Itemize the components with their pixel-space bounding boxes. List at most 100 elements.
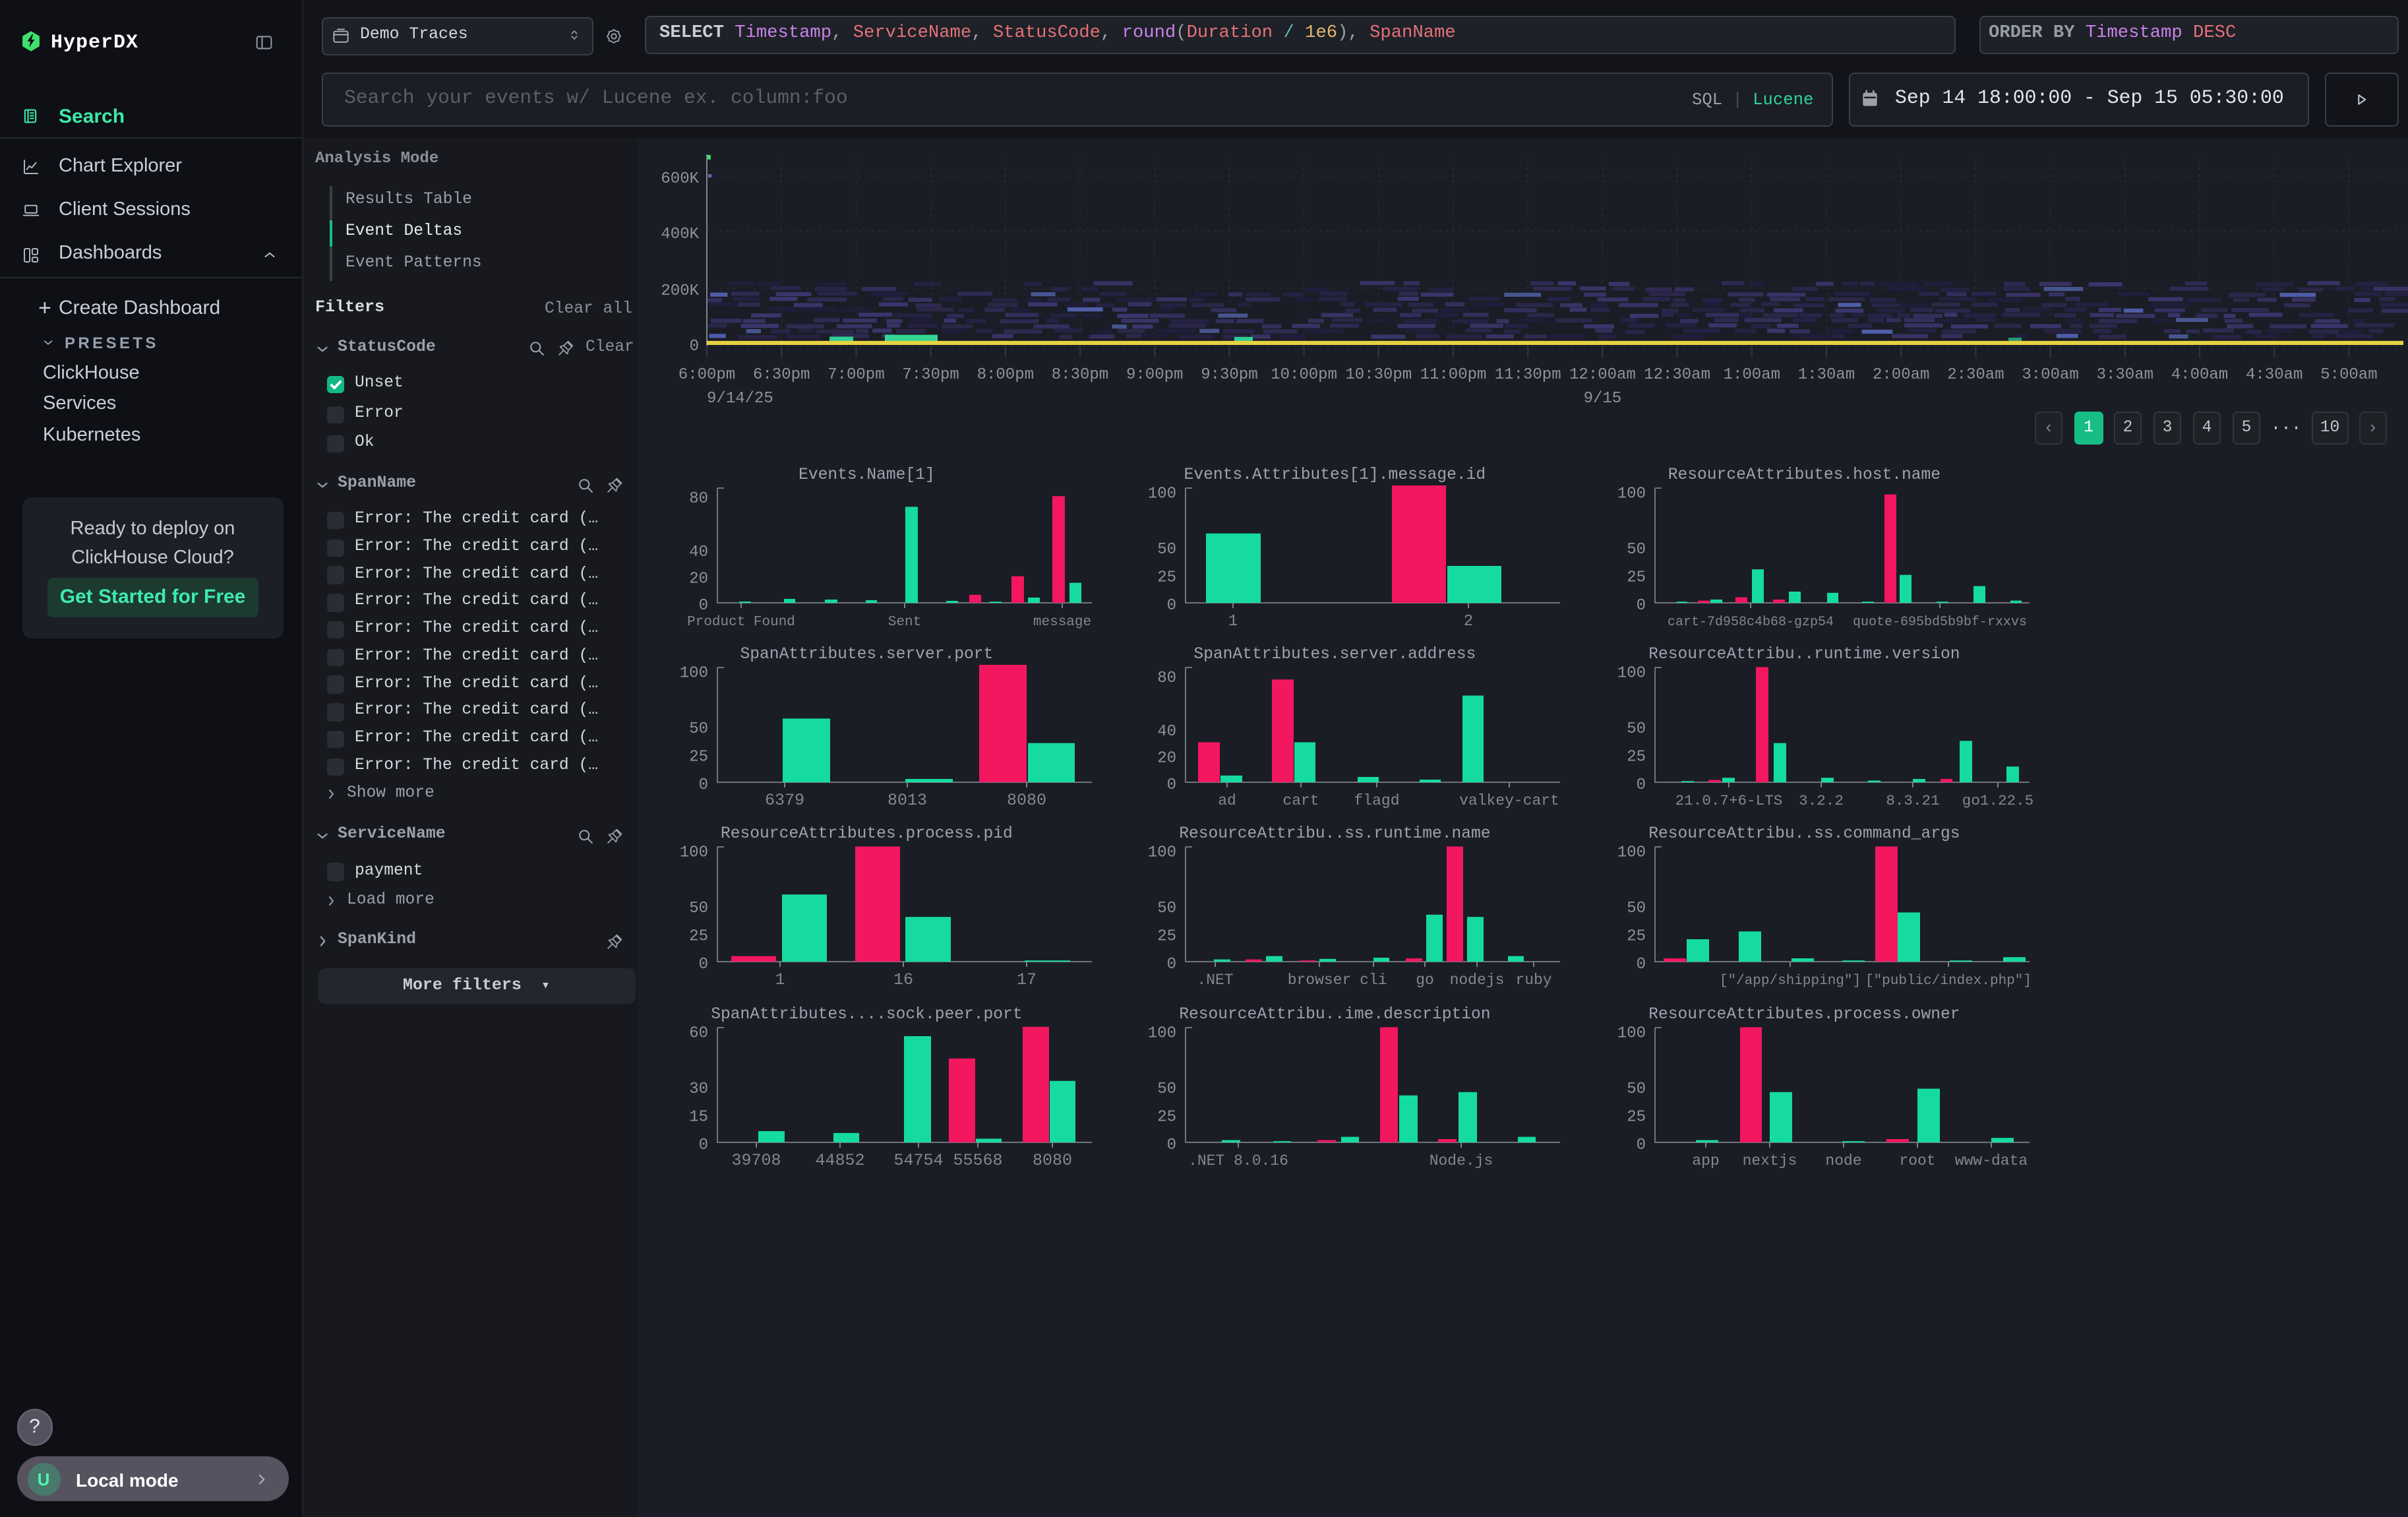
- svg-text:50: 50: [1157, 1080, 1176, 1098]
- svg-text:cart-7d958c4b68-gzp54: cart-7d958c4b68-gzp54: [1668, 615, 1834, 630]
- svg-text:15: 15: [689, 1108, 708, 1126]
- svg-text:20: 20: [1157, 749, 1176, 767]
- svg-text:2: 2: [1464, 613, 1473, 631]
- svg-text:12:00am: 12:00am: [1569, 366, 1636, 384]
- svg-text:1: 1: [1228, 613, 1238, 631]
- svg-text:SpanAttributes.server.port: SpanAttributes.server.port: [740, 645, 994, 663]
- svg-text:25: 25: [1627, 748, 1646, 766]
- svg-text:app: app: [1692, 1152, 1719, 1169]
- svg-text:0: 0: [699, 955, 708, 973]
- svg-text:100: 100: [680, 664, 708, 681]
- svg-text:ResourceAttributes.process.own: ResourceAttributes.process.owner: [1648, 1005, 1960, 1023]
- svg-text:50: 50: [689, 720, 708, 737]
- svg-text:ruby: ruby: [1515, 971, 1551, 988]
- svg-text:2:00am: 2:00am: [1873, 366, 1929, 384]
- svg-text:25: 25: [689, 748, 708, 766]
- svg-text:600K: 600K: [661, 170, 699, 188]
- svg-text:www-data: www-data: [1955, 1152, 2028, 1169]
- svg-text:5:00am: 5:00am: [2320, 366, 2377, 384]
- svg-text:3:30am: 3:30am: [2097, 366, 2153, 384]
- svg-text:60: 60: [689, 1024, 708, 1041]
- svg-text:ResourceAttributes.process.pid: ResourceAttributes.process.pid: [721, 824, 1013, 842]
- svg-text:quote-695bd5b9bf-rxxvs: quote-695bd5b9bf-rxxvs: [1853, 615, 2027, 630]
- svg-text:nodejs: nodejs: [1450, 971, 1505, 988]
- svg-text:200K: 200K: [661, 282, 699, 300]
- svg-text:6:00pm: 6:00pm: [678, 366, 735, 384]
- svg-text:cart: cart: [1282, 791, 1319, 809]
- svg-text:100: 100: [1148, 485, 1176, 503]
- svg-text:100: 100: [680, 843, 708, 861]
- svg-text:0: 0: [1637, 1136, 1646, 1154]
- svg-text:9:30pm: 9:30pm: [1201, 366, 1257, 384]
- svg-text:.NET: .NET: [1197, 971, 1233, 988]
- svg-text:100: 100: [1617, 664, 1646, 681]
- svg-text:0: 0: [699, 1136, 708, 1154]
- svg-text:17: 17: [1017, 970, 1037, 989]
- svg-text:nextjs: nextjs: [1743, 1152, 1797, 1169]
- svg-text:400K: 400K: [661, 226, 699, 243]
- svg-text:7:00pm: 7:00pm: [828, 366, 884, 384]
- svg-text:go1.22.5: go1.22.5: [1962, 791, 2033, 809]
- svg-text:go: go: [1416, 971, 1434, 988]
- svg-text:1: 1: [775, 970, 785, 989]
- svg-text:0: 0: [1167, 955, 1176, 973]
- svg-text:100: 100: [1148, 1024, 1176, 1041]
- svg-text:25: 25: [1157, 927, 1176, 945]
- svg-text:0: 0: [1167, 597, 1176, 615]
- svg-text:1:00am: 1:00am: [1724, 366, 1780, 384]
- svg-text:50: 50: [1627, 899, 1646, 917]
- svg-text:50: 50: [1157, 899, 1176, 917]
- svg-text:50: 50: [1627, 541, 1646, 559]
- svg-text:browser: browser: [1288, 971, 1352, 988]
- svg-text:0: 0: [699, 597, 708, 615]
- svg-text:valkey-cart: valkey-cart: [1459, 791, 1559, 809]
- svg-text:0: 0: [1167, 1136, 1176, 1154]
- svg-text:Events.Attributes[1].message.i: Events.Attributes[1].message.id: [1184, 466, 1486, 484]
- svg-text:3.2.2: 3.2.2: [1799, 791, 1844, 809]
- svg-text:ResourceAttributes.host.name: ResourceAttributes.host.name: [1668, 466, 1941, 484]
- svg-text:8080: 8080: [1007, 790, 1046, 809]
- svg-text:cli: cli: [1360, 971, 1387, 988]
- svg-text:50: 50: [689, 899, 708, 917]
- svg-text:25: 25: [1627, 569, 1646, 587]
- svg-text:54754: 54754: [893, 1150, 943, 1169]
- svg-text:["/app/shipping"]: ["/app/shipping"]: [1720, 973, 1861, 988]
- svg-text:11:00pm: 11:00pm: [1420, 366, 1487, 384]
- svg-text:100: 100: [1617, 485, 1646, 503]
- svg-text:40: 40: [1157, 722, 1176, 740]
- svg-text:0: 0: [1637, 776, 1646, 793]
- svg-text:8013: 8013: [888, 790, 927, 809]
- svg-text:SpanAttributes....sock.peer.po: SpanAttributes....sock.peer.port: [711, 1005, 1022, 1023]
- svg-text:3:00am: 3:00am: [2022, 366, 2078, 384]
- svg-text:ResourceAttribu..runtime.versi: ResourceAttribu..runtime.version: [1648, 645, 1960, 663]
- svg-text:["public/index.php"]: ["public/index.php"]: [1865, 973, 2032, 988]
- svg-text:0: 0: [699, 776, 708, 793]
- svg-text:25: 25: [689, 927, 708, 945]
- svg-text:20: 20: [689, 571, 708, 588]
- svg-text:39708: 39708: [731, 1150, 781, 1169]
- svg-text:9:00pm: 9:00pm: [1126, 366, 1183, 384]
- svg-text:root: root: [1899, 1152, 1935, 1169]
- svg-text:8080: 8080: [1033, 1150, 1072, 1169]
- svg-text:50: 50: [1627, 720, 1646, 737]
- svg-text:6:30pm: 6:30pm: [753, 366, 810, 384]
- svg-text:Events.Name[1]: Events.Name[1]: [798, 466, 935, 484]
- svg-text:0: 0: [1637, 955, 1646, 973]
- svg-text:8:00pm: 8:00pm: [977, 366, 1034, 384]
- svg-text:40: 40: [689, 543, 708, 561]
- svg-text:25: 25: [1627, 1108, 1646, 1126]
- svg-text:ResourceAttribu..ss.runtime.na: ResourceAttribu..ss.runtime.name: [1179, 824, 1490, 842]
- svg-text:9/14/25: 9/14/25: [707, 390, 773, 406]
- svg-text:21.0.7+6-LTS: 21.0.7+6-LTS: [1675, 791, 1783, 809]
- svg-text:ResourceAttribu..ime.descripti: ResourceAttribu..ime.description: [1179, 1005, 1490, 1023]
- svg-text:flagd: flagd: [1354, 791, 1399, 809]
- svg-text:4:00am: 4:00am: [2171, 366, 2228, 384]
- svg-text:50: 50: [1157, 541, 1176, 559]
- svg-text:8:30pm: 8:30pm: [1052, 366, 1108, 384]
- svg-text:Node.js: Node.js: [1430, 1152, 1493, 1169]
- svg-text:4:30am: 4:30am: [2246, 366, 2303, 384]
- svg-text:0: 0: [690, 338, 699, 356]
- svg-text:2:30am: 2:30am: [1947, 366, 2004, 384]
- svg-text:1:30am: 1:30am: [1798, 366, 1855, 384]
- svg-text:0: 0: [1637, 597, 1646, 615]
